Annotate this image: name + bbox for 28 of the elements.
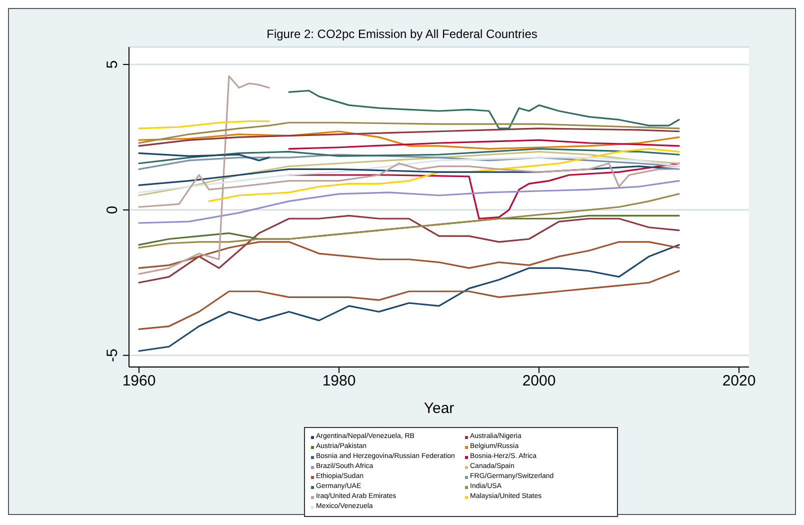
line-series [138,120,270,130]
line-series [138,214,680,284]
line-series [138,193,680,249]
line-series [138,156,680,194]
chart-title: Figure 2: CO2pc Emission by All Federal Countries [266,27,538,41]
line-series [138,165,680,186]
line-series [288,162,680,220]
line-series [138,244,680,352]
x-tick-label: 2020 [722,372,756,390]
line-series [288,90,680,130]
line-series [138,270,680,330]
x-axis-title: Year [424,400,454,417]
y-tick-label: 5 [104,60,121,69]
x-tick-label: 2000 [522,372,556,390]
line-series [138,152,270,162]
x-tick-label: 1960 [122,372,156,390]
line-series [138,150,680,196]
line-series [138,180,680,224]
line-series [138,241,680,269]
line-series [138,148,680,164]
y-tick-label: -5 [104,348,121,362]
line-series [138,122,680,144]
x-tick-label: 1980 [322,372,356,390]
line-series [138,130,680,150]
line-series [288,139,680,150]
y-tick-label: 0 [104,206,121,214]
line-series [138,128,680,147]
line-series [208,148,680,202]
